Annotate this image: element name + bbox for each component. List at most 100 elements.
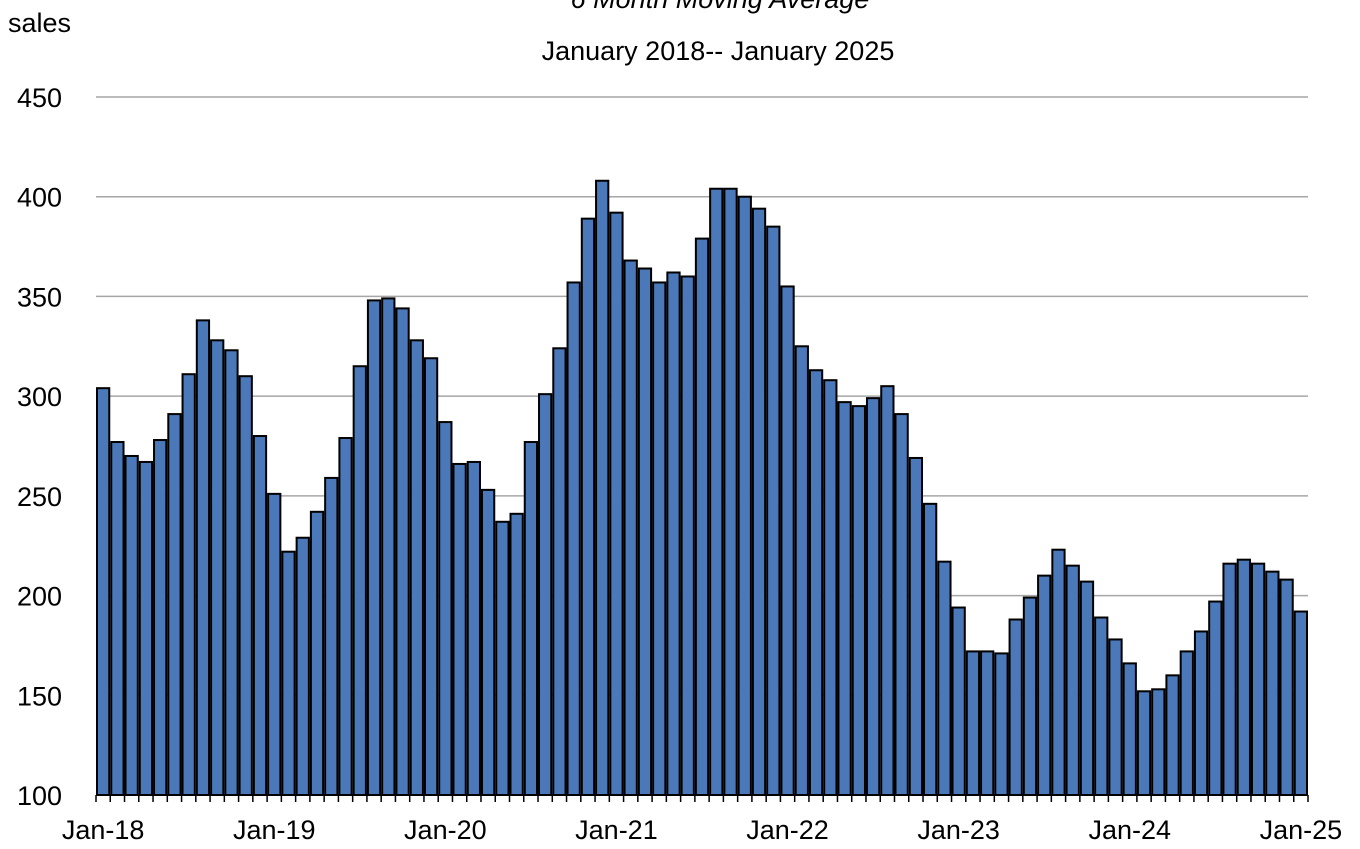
- bar: [1208, 600, 1223, 796]
- bar: [965, 650, 981, 797]
- bar: [908, 456, 924, 796]
- bar: [1108, 638, 1123, 797]
- bar: [509, 512, 524, 796]
- bar: [352, 365, 367, 796]
- x-tick-label: Jan-18: [62, 815, 145, 845]
- bar: [309, 510, 325, 796]
- bar: [466, 460, 481, 796]
- x-tick-label: Jan-25: [1260, 815, 1343, 845]
- bar: [153, 439, 168, 796]
- bar: [1265, 570, 1280, 797]
- bar: [1151, 688, 1166, 796]
- bar: [1022, 596, 1038, 797]
- x-tick-label: Jan-20: [404, 815, 487, 845]
- bar: [438, 421, 453, 796]
- bar: [1079, 580, 1095, 797]
- bar: [694, 237, 710, 796]
- y-tick-label: 100: [17, 781, 62, 811]
- bar: [523, 441, 539, 796]
- bar: [1065, 564, 1080, 797]
- bar: [338, 437, 353, 796]
- bar: [595, 179, 610, 796]
- bar: [395, 307, 410, 796]
- bar: [452, 462, 467, 796]
- bar: [1293, 610, 1309, 796]
- bar: [138, 460, 154, 796]
- bar: [110, 441, 125, 796]
- bar: [894, 413, 909, 796]
- bar: [423, 357, 439, 796]
- bar: [751, 207, 767, 796]
- bar: [980, 650, 995, 797]
- bar: [252, 435, 268, 796]
- bar: [680, 275, 695, 796]
- bar: [1094, 616, 1109, 796]
- bar: [324, 476, 339, 796]
- bar: [623, 259, 638, 796]
- bar: [937, 560, 952, 796]
- bar: [880, 385, 895, 796]
- bar: [723, 187, 738, 797]
- bar: [1122, 662, 1137, 796]
- bar: [652, 281, 667, 796]
- y-tick-label: 250: [17, 482, 62, 512]
- bar: [837, 401, 852, 796]
- bar: [552, 347, 567, 796]
- bar: [238, 375, 253, 796]
- y-tick-label: 350: [17, 282, 62, 312]
- bar: [409, 339, 424, 796]
- bar: [737, 195, 752, 796]
- x-tick-label: Jan-21: [575, 815, 658, 845]
- bar: [794, 345, 809, 796]
- bar: [666, 271, 681, 796]
- bar: [823, 379, 838, 796]
- bar: [538, 393, 553, 796]
- bar: [637, 267, 653, 797]
- bar: [1179, 650, 1194, 797]
- x-tick-label: Jan-24: [1088, 815, 1171, 845]
- bar: [1037, 574, 1052, 797]
- bar: [181, 373, 196, 796]
- bar: [994, 652, 1009, 796]
- bar: [495, 520, 510, 796]
- x-tick-label: Jan-19: [233, 815, 316, 845]
- bar: [780, 285, 795, 796]
- bar: [267, 492, 282, 796]
- y-tick-label: 150: [17, 681, 62, 711]
- bar: [1136, 690, 1152, 796]
- bar: [480, 488, 496, 796]
- bar: [1051, 548, 1066, 797]
- bar: [609, 211, 624, 796]
- y-axis-label: sales: [8, 8, 71, 38]
- bar: [1008, 618, 1023, 797]
- y-tick-label: 450: [17, 83, 62, 113]
- bar: [1236, 558, 1251, 796]
- bar: [1279, 578, 1294, 796]
- chart-title: 6 Month Moving Average: [571, 0, 870, 14]
- x-tick-label: Jan-22: [746, 815, 829, 845]
- bar: [951, 606, 966, 797]
- bar: [1193, 630, 1209, 796]
- bar: [1250, 562, 1266, 796]
- bar: [709, 187, 724, 797]
- bar: [124, 454, 139, 796]
- bar: [224, 349, 239, 796]
- bar: [865, 397, 881, 796]
- bar: [366, 299, 382, 796]
- y-tick-label: 300: [17, 382, 62, 412]
- y-tick-label: 400: [17, 183, 62, 213]
- bar: [923, 502, 938, 796]
- bar: [566, 281, 581, 796]
- chart-subtitle: January 2018-- January 2025: [542, 36, 895, 66]
- bar: [96, 387, 111, 796]
- bar: [851, 405, 866, 796]
- bar: [766, 225, 781, 796]
- bar: [295, 536, 310, 796]
- bar: [210, 339, 225, 796]
- bar: [1222, 562, 1237, 796]
- bar: [808, 369, 824, 796]
- bar: [281, 550, 296, 796]
- y-tick-label: 200: [17, 582, 62, 612]
- bar: [1165, 674, 1180, 796]
